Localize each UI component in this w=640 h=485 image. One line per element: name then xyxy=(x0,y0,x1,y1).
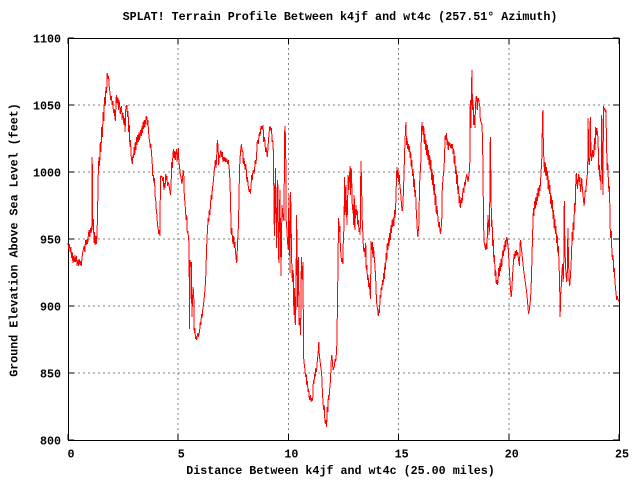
svg-text:850: 850 xyxy=(40,368,61,382)
svg-text:1000: 1000 xyxy=(33,167,61,181)
svg-text:1050: 1050 xyxy=(33,100,61,114)
svg-text:25: 25 xyxy=(615,448,629,462)
svg-text:Distance Between k4jf and wt4c: Distance Between k4jf and wt4c (25.00 mi… xyxy=(186,464,495,478)
svg-text:15: 15 xyxy=(395,448,409,462)
svg-text:0: 0 xyxy=(67,448,74,462)
svg-text:900: 900 xyxy=(40,301,61,315)
svg-text:800: 800 xyxy=(40,435,61,449)
svg-text:Ground Elevation Above Sea Lev: Ground Elevation Above Sea Level (feet) xyxy=(8,103,22,377)
svg-text:SPLAT! Terrain Profile Between: SPLAT! Terrain Profile Between k4jf and … xyxy=(123,10,558,24)
svg-text:950: 950 xyxy=(40,234,61,248)
svg-text:5: 5 xyxy=(178,448,185,462)
svg-text:1100: 1100 xyxy=(33,33,61,47)
svg-text:10: 10 xyxy=(284,448,298,462)
svg-text:20: 20 xyxy=(505,448,519,462)
